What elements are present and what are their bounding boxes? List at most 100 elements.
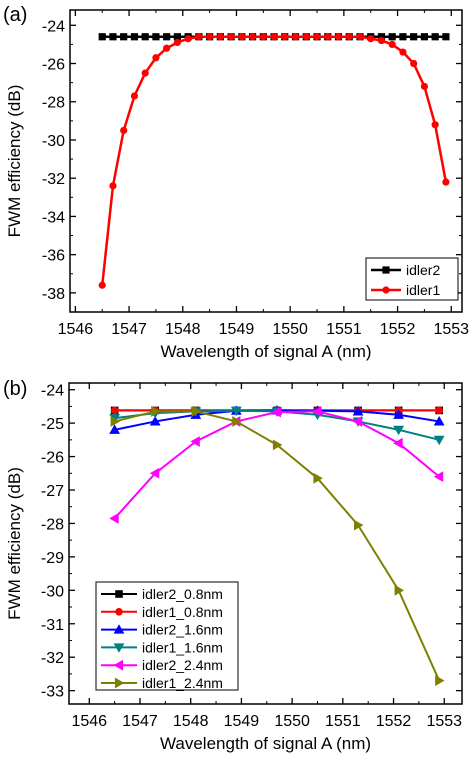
data-point (173, 33, 181, 41)
legend-entry-label: idler1_2.4nm (142, 675, 223, 691)
data-point (195, 33, 203, 41)
data-point (98, 33, 106, 41)
data-point (312, 406, 322, 417)
data-point (393, 437, 403, 449)
data-point (163, 33, 171, 41)
y-tick-label: -30 (42, 133, 65, 150)
legend-entry-label: idler1_0.8nm (142, 604, 223, 620)
data-point (377, 36, 386, 45)
chart-panel-b: (b) 1546 1547 1548 1549 1550 1551 1552 1553 Wavel… (3, 378, 463, 753)
data-point (291, 33, 300, 41)
y-tick-label: -24 (41, 383, 64, 400)
series-idler2_2.4nm (109, 406, 444, 524)
x-tick-label: 1550 (274, 713, 310, 730)
data-point (109, 182, 117, 190)
panel-label: (a) (3, 4, 27, 26)
data-point (410, 59, 418, 68)
y-axis: -38 -36 -34 -32 -30 -28 -26 -24 FWM efficiency (… (5, 18, 462, 303)
x-axis: 1546 1547 1548 1549 1550 1551 1552 1553 Waveleng… (58, 10, 469, 361)
y-tick-label: -29 (41, 550, 64, 567)
plot-frame (69, 9, 463, 313)
data-point (270, 33, 278, 41)
data-point (313, 33, 321, 41)
data-point (302, 33, 310, 41)
legend-marker (382, 266, 390, 274)
data-point (393, 425, 405, 436)
data-point (238, 33, 246, 41)
data-point (393, 409, 405, 419)
x-tick-label: 1546 (58, 321, 94, 338)
y-tick-label: -25 (41, 416, 64, 433)
data-point (433, 471, 444, 483)
data-point (163, 44, 171, 52)
chart-panel-a: (a) 1546 1547 1548 1549 1550 1551 1552 1553 Wavel… (3, 4, 469, 361)
data-point (377, 33, 386, 41)
data-point (435, 675, 445, 686)
data-point (272, 439, 283, 451)
data-point (191, 406, 202, 417)
legend-entry-label: idler1 (406, 282, 440, 298)
legend-marker (113, 643, 125, 653)
data-point (420, 33, 429, 41)
x-tick-label: 1551 (325, 713, 361, 730)
x-tick-label: 1553 (433, 321, 469, 338)
y-tick-label: -32 (41, 650, 64, 667)
data-point (227, 33, 235, 41)
y-tick-label: -28 (42, 95, 65, 112)
y-tick-label: -32 (42, 171, 65, 188)
data-point (324, 33, 332, 41)
data-point (152, 33, 160, 41)
data-point (230, 406, 242, 417)
legend-entry-label: idler2 (406, 262, 440, 278)
data-point (98, 281, 106, 289)
data-point (141, 69, 149, 77)
data-point (388, 40, 396, 49)
data-point (120, 33, 128, 41)
y-tick-label: -36 (42, 248, 65, 265)
legend-marker (115, 608, 123, 616)
data-point (184, 35, 192, 43)
x-axis-label: Wavelength of signal A (nm) (160, 734, 371, 753)
x-tick-label: 1547 (122, 713, 158, 730)
data-point (259, 33, 267, 41)
data-point (141, 33, 149, 41)
x-axis: 1546 1547 1548 1549 1550 1551 1552 1553 Waveleng… (71, 383, 462, 753)
data-point (334, 33, 343, 41)
data-point (420, 82, 429, 91)
legend-marker (382, 286, 390, 294)
data-point (206, 33, 214, 41)
data-point (410, 33, 418, 41)
data-point (394, 584, 405, 596)
data-point (271, 406, 281, 418)
y-tick-label: -26 (42, 57, 65, 74)
data-point (216, 33, 224, 41)
y-tick-label: -27 (41, 483, 64, 500)
legend-marker (113, 624, 125, 634)
legend-marker (113, 659, 124, 671)
y-tick-label: -34 (42, 209, 65, 226)
legend-marker (115, 590, 123, 598)
data-point (388, 33, 396, 41)
data-point (173, 38, 181, 47)
data-point (431, 33, 439, 41)
legend-marker (114, 677, 125, 689)
y-tick-label: -28 (41, 516, 64, 533)
data-point (149, 416, 161, 426)
data-point (352, 406, 364, 416)
data-point (152, 54, 160, 62)
x-tick-label: 1552 (376, 713, 412, 730)
y-tick-label: -24 (42, 18, 65, 35)
series-line (100, 35, 448, 286)
legend-entry-label: idler2_2.4nm (142, 657, 223, 673)
data-point (248, 33, 257, 41)
data-point (149, 467, 160, 479)
data-point (435, 406, 443, 415)
legend-entry-label: idler2_0.8nm (142, 586, 223, 602)
data-point (130, 92, 139, 100)
x-tick-label: 1548 (173, 713, 209, 730)
x-axis-label: Wavelength of signal A (nm) (160, 342, 371, 361)
y-tick-label: -26 (41, 450, 64, 467)
legend-entry-label: idler1_1.6nm (142, 639, 223, 655)
x-tick-label: 1549 (219, 321, 255, 338)
